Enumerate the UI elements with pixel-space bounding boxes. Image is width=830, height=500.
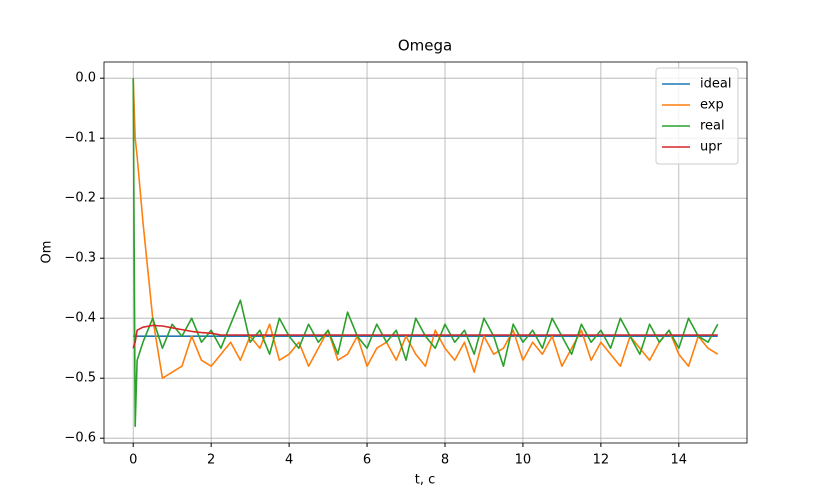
x-tick-label: 12 (593, 453, 610, 468)
x-tick-label: 4 (285, 453, 293, 468)
y-tick-label: −0.5 (64, 371, 96, 386)
x-tick-label: 10 (515, 453, 532, 468)
plot-frame (103, 61, 748, 444)
line-series (132, 78, 719, 379)
y-tick-label: 0.0 (75, 71, 96, 86)
line-series (132, 324, 718, 349)
y-tick-label: −0.1 (64, 131, 96, 146)
x-tick-label: 2 (207, 453, 215, 468)
legend-label: real (700, 119, 725, 134)
x-tick-label: 14 (671, 453, 688, 468)
y-tick-label: −0.6 (64, 431, 96, 446)
x-tick-label: 6 (363, 453, 371, 468)
legend-label: ideal (700, 77, 731, 92)
legend-label: upr (700, 140, 722, 155)
y-tick-label: −0.4 (64, 311, 96, 326)
y-axis-label: Om (40, 241, 55, 264)
x-tick-label: 8 (441, 453, 449, 468)
y-tick-label: −0.3 (64, 251, 96, 266)
x-tick-label: 0 (129, 453, 137, 468)
y-tick-label: −0.2 (64, 191, 96, 206)
chart-title: Omega (398, 37, 452, 55)
x-axis-label: t, c (415, 473, 436, 488)
line-series (132, 78, 719, 427)
legend-box (655, 67, 739, 165)
legend-label: exp (700, 98, 724, 113)
